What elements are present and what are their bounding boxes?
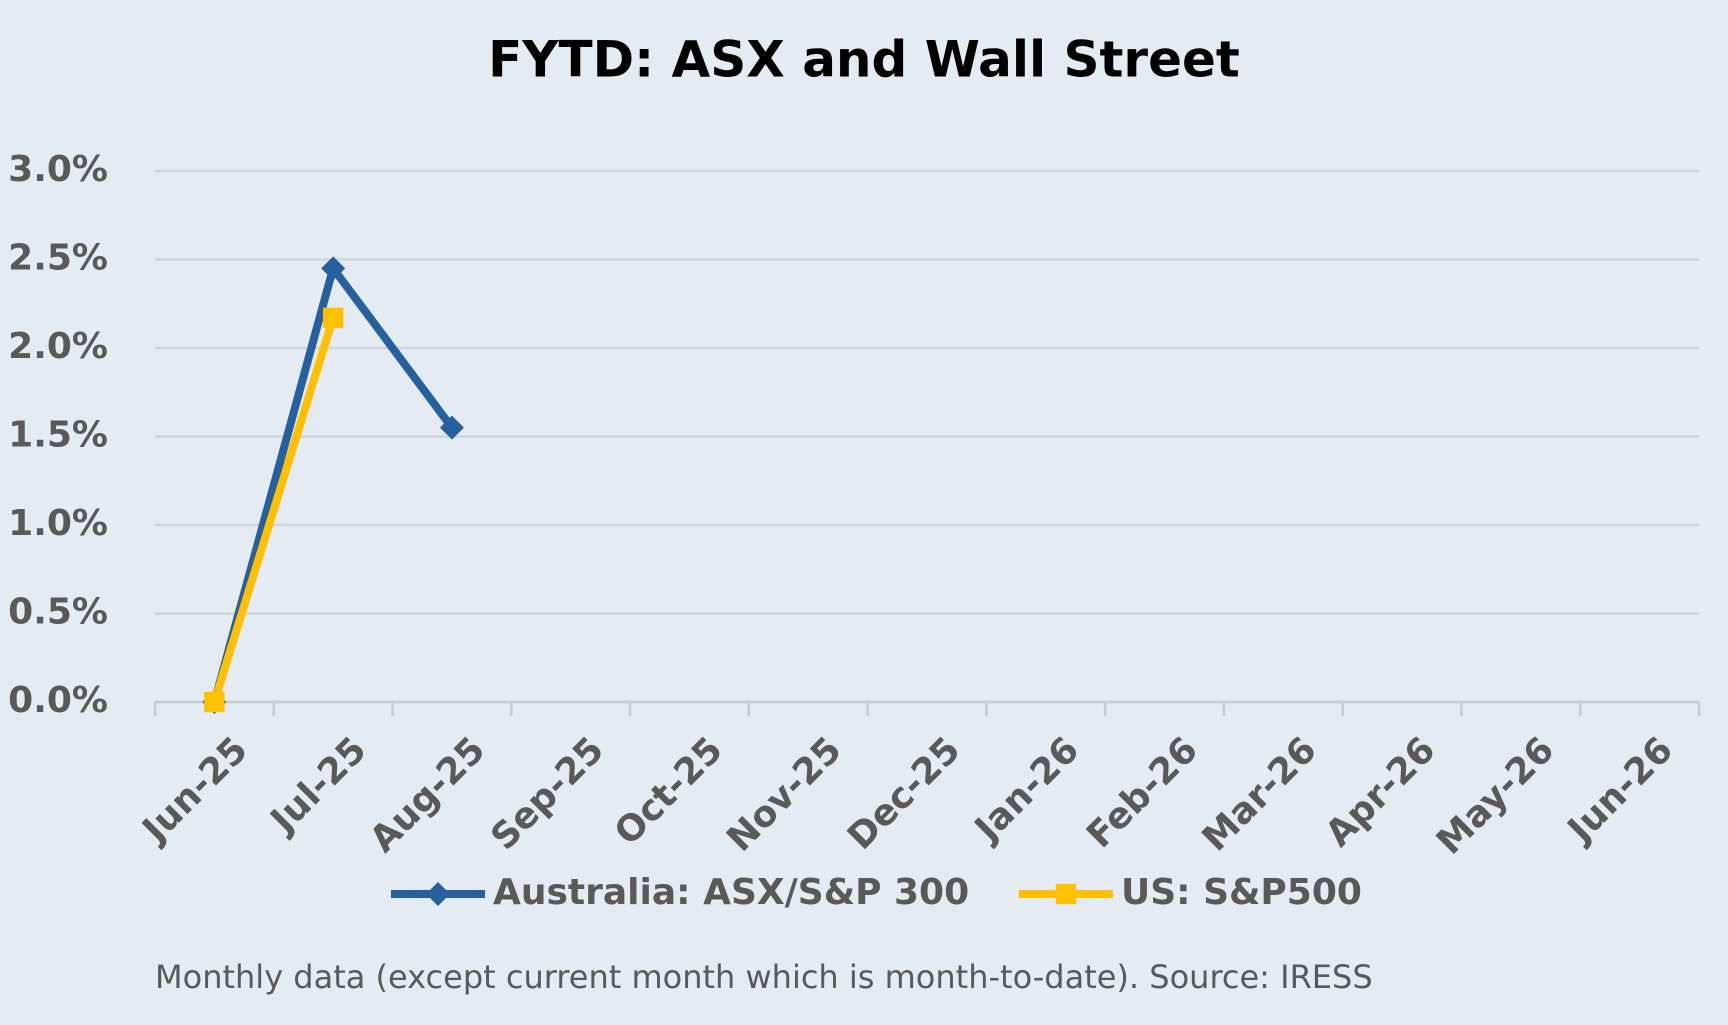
y-tick-label: 2.5% <box>8 238 108 279</box>
data-point <box>322 307 344 329</box>
y-tick-label: 1.5% <box>8 415 108 456</box>
data-point <box>439 415 464 440</box>
legend-marker <box>1055 883 1077 905</box>
y-tick-label: 2.0% <box>8 326 108 367</box>
y-tick-label: 3.0% <box>8 149 108 190</box>
footnote: Monthly data (except current month which… <box>155 958 1373 996</box>
y-tick-label: 1.0% <box>8 503 108 544</box>
chart-title: FYTD: ASX and Wall Street <box>488 31 1240 89</box>
data-point <box>204 691 225 713</box>
series-line <box>210 316 337 704</box>
legend-marker <box>426 882 450 906</box>
y-tick-label: 0.5% <box>8 592 108 633</box>
data-point <box>321 256 346 281</box>
legend-label: US: S&P500 <box>1121 872 1362 913</box>
y-tick-label: 0.0% <box>8 680 108 721</box>
legend-label: Australia: ASX/S&P 300 <box>493 872 969 913</box>
